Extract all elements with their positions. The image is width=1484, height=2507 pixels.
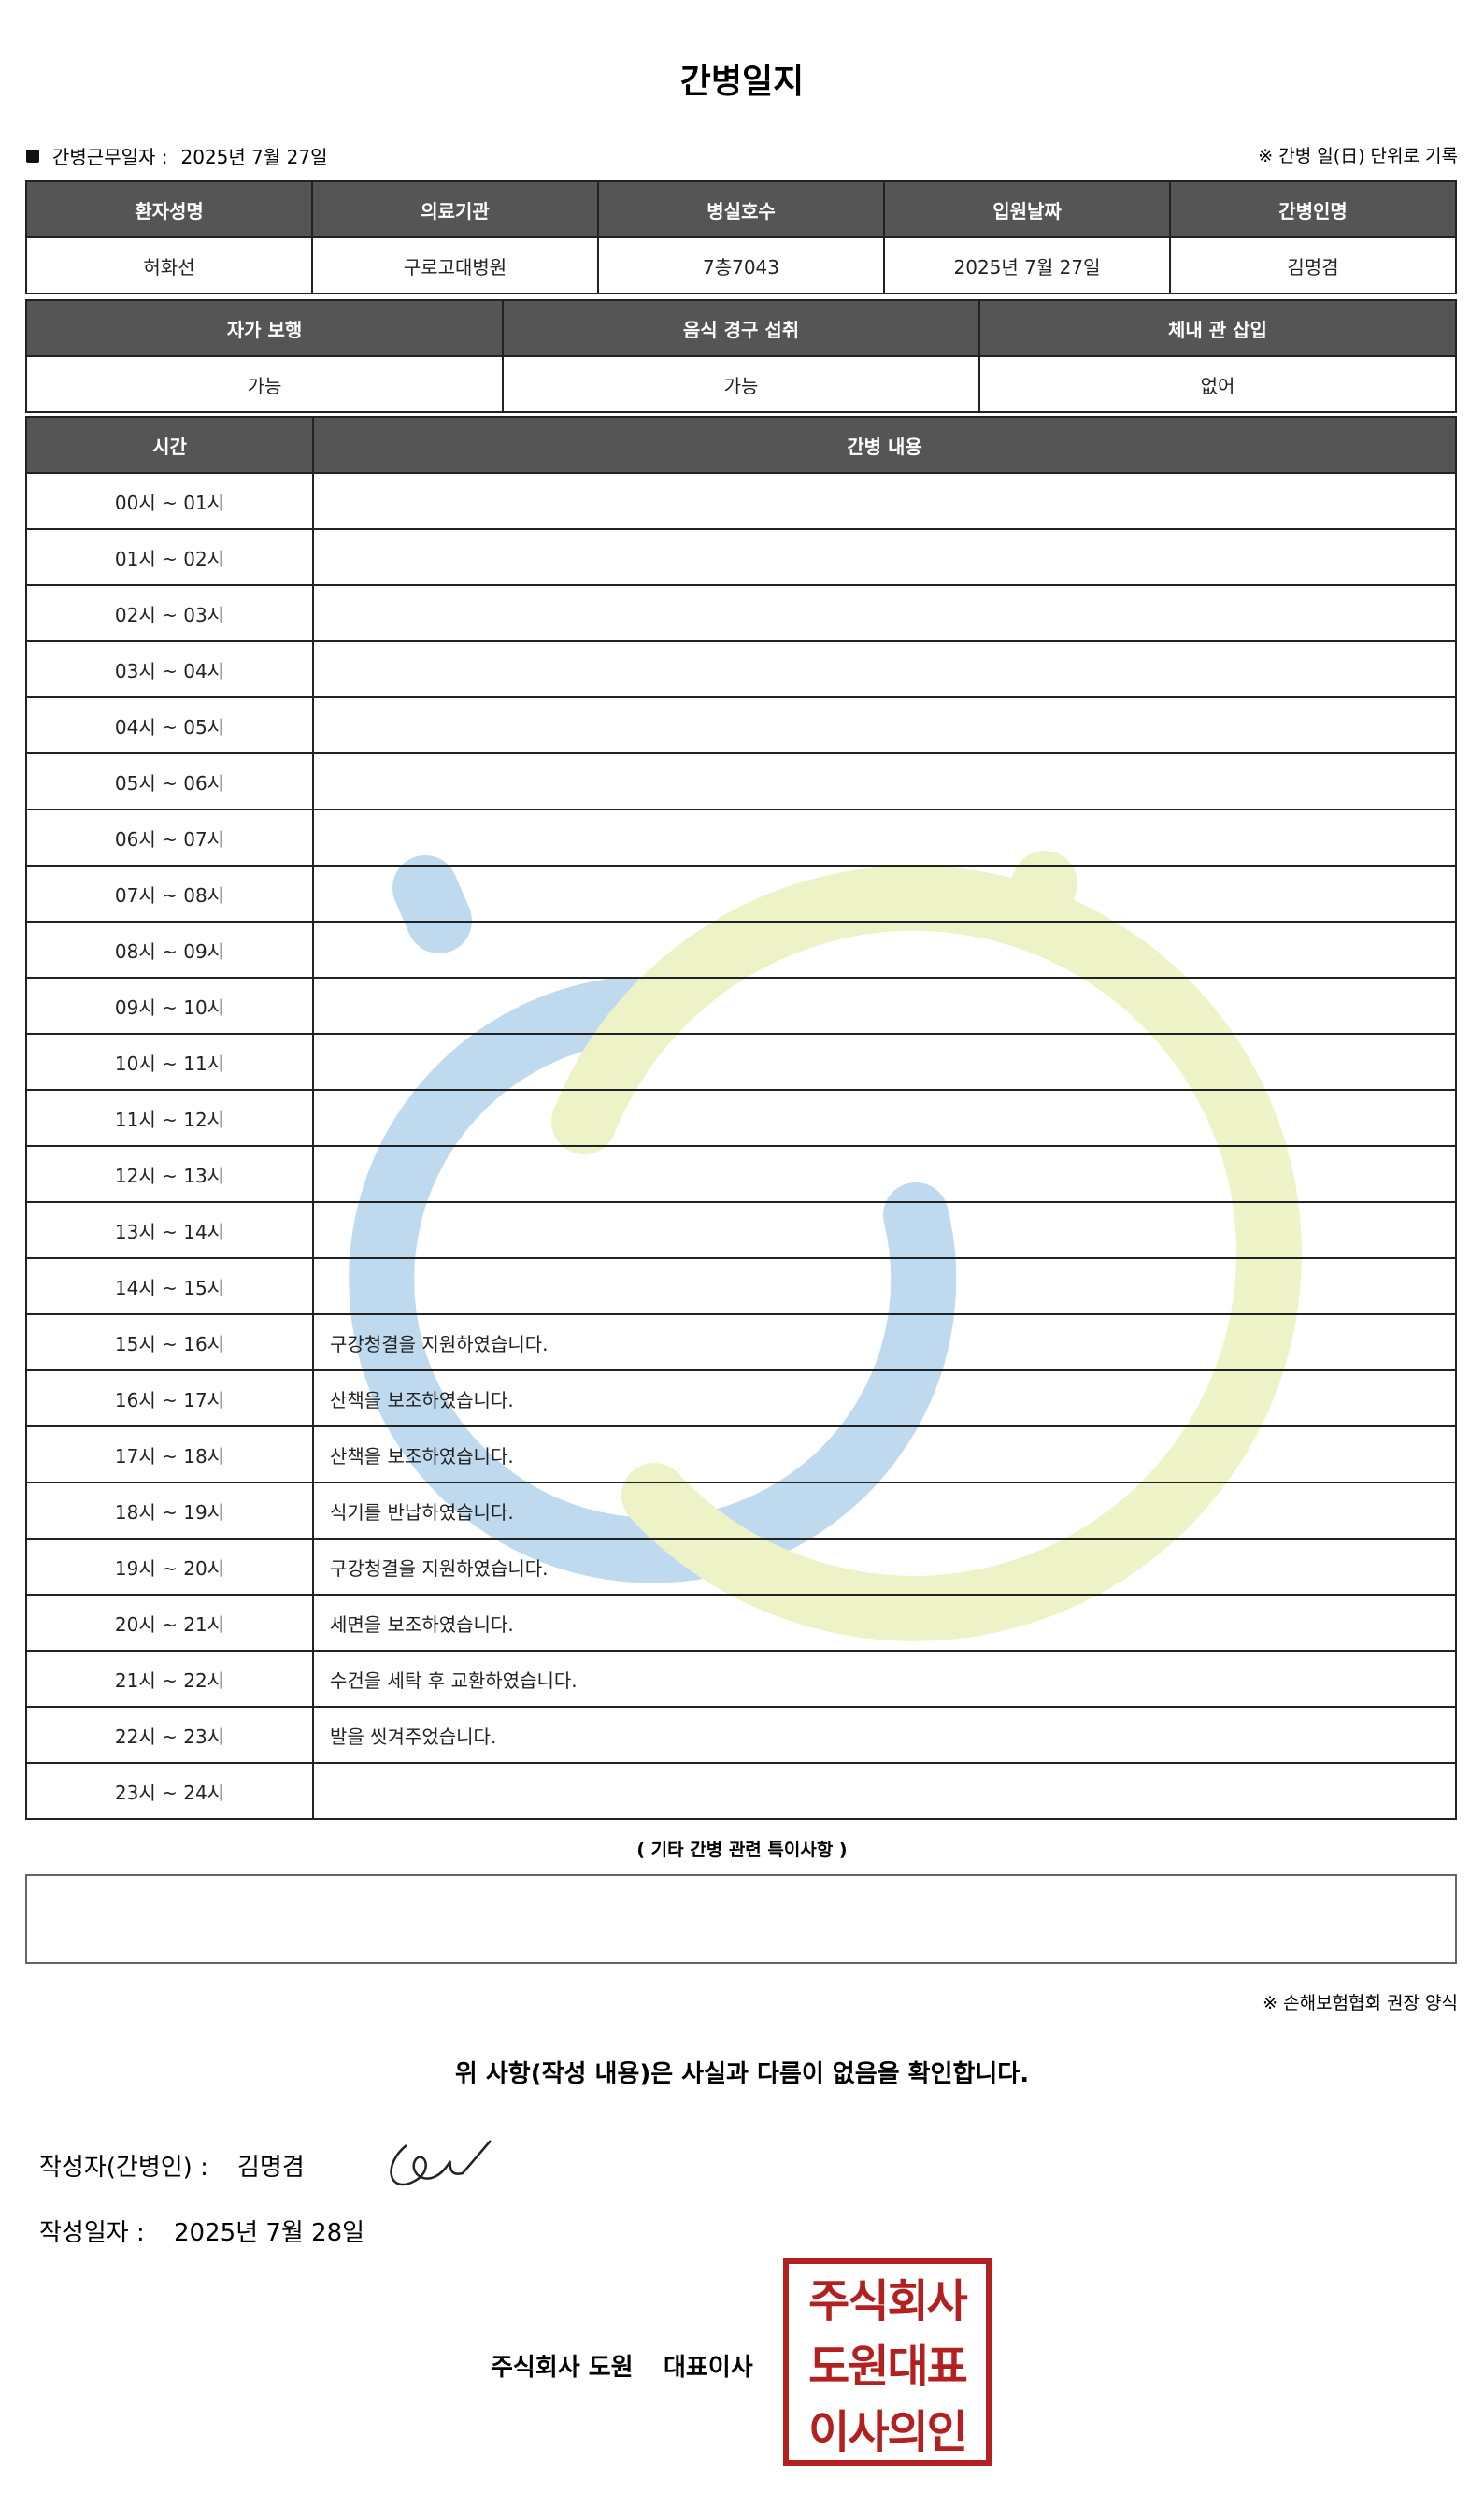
header-cell: 음식 경구 섭취 — [504, 301, 980, 357]
content-cell — [314, 867, 1457, 923]
content-cell: 산책을 보조하였습니다. — [314, 1427, 1457, 1483]
bullet — [26, 149, 39, 163]
time-cell: 14시 ~ 15시 — [27, 1259, 314, 1315]
header-cell: 자가 보행 — [27, 301, 504, 357]
time-cell: 22시 ~ 23시 — [27, 1708, 314, 1764]
time-cell: 09시 ~ 10시 — [27, 979, 314, 1035]
value-cell: 2025년 7월 27일 — [885, 238, 1171, 294]
writer-name: 김명겸 — [237, 2154, 305, 2182]
content-cell — [314, 1764, 1457, 1820]
footnote: ※ 손해보험협회 권장 양식 — [1263, 1993, 1458, 2013]
value-cell: 허화선 — [27, 238, 313, 294]
time-cell: 11시 ~ 12시 — [27, 1091, 314, 1147]
written-date-value: 2025년 7월 28일 — [174, 2219, 365, 2247]
time-cell: 07시 ~ 08시 — [27, 867, 314, 923]
title: 간병일지 — [679, 63, 805, 101]
signature — [390, 2140, 492, 2186]
time-cell: 08시 ~ 09시 — [27, 923, 314, 979]
content-cell — [314, 979, 1457, 1035]
content-cell — [314, 1203, 1457, 1259]
note: ※ 간병 일(日) 단위로 기록 — [1258, 146, 1458, 166]
time-cell: 16시 ~ 17시 — [27, 1371, 314, 1427]
time-cell: 04시 ~ 05시 — [27, 698, 314, 754]
stamp-line: 주식회사 — [808, 2275, 968, 2328]
content-cell — [314, 810, 1457, 867]
value-cell: 구로고대병원 — [313, 238, 599, 294]
time-cell: 13시 ~ 14시 — [27, 1203, 314, 1259]
company-name: 주식회사 도원 — [491, 2354, 634, 2382]
content-cell — [314, 1091, 1457, 1147]
content-cell — [314, 1147, 1457, 1203]
time-cell: 17시 ~ 18시 — [27, 1427, 314, 1483]
time-cell: 12시 ~ 13시 — [27, 1147, 314, 1203]
special-notes-box — [25, 1874, 1457, 1964]
work-date-value: 2025년 7월 27일 — [180, 146, 328, 168]
confirmation: 위 사항(작성 내용)은 사실과 다름이 없음을 확인합니다. — [454, 2060, 1030, 2088]
time-cell: 19시 ~ 20시 — [27, 1540, 314, 1596]
stamp-line: 이사의인 — [808, 2406, 968, 2458]
content-cell — [314, 1259, 1457, 1315]
value-cell: 가능 — [504, 357, 980, 413]
value-cell: 김명겸 — [1171, 238, 1457, 294]
content-cell — [314, 586, 1457, 642]
content-cell — [314, 698, 1457, 754]
content-cell — [314, 923, 1457, 979]
status-table: 자가 보행 음식 경구 섭취 체내 관 삽입 가능 가능 없어 — [25, 299, 1457, 413]
content-cell: 발을 씻겨주었습니다. — [314, 1708, 1457, 1764]
header-cell: 체내 관 삽입 — [980, 301, 1457, 357]
work-date: 간병근무일자 : 2025년 7월 27일 — [26, 142, 328, 169]
content-cell — [314, 530, 1457, 586]
time-cell: 23시 ~ 24시 — [27, 1764, 314, 1820]
time-cell: 02시 ~ 03시 — [27, 586, 314, 642]
written-date-label: 작성일자 : — [39, 2219, 145, 2247]
company-role: 대표이사 — [664, 2354, 753, 2382]
log-table: 시간 간병 내용 00시 ~ 01시 01시 ~ 02시 02시 ~ 03시 03시 ~ … — [25, 416, 1457, 1820]
stamp-line: 도원대표 — [808, 2341, 968, 2393]
time-cell: 06시 ~ 07시 — [27, 810, 314, 867]
time-cell: 00시 ~ 01시 — [27, 474, 314, 530]
time-cell: 20시 ~ 21시 — [27, 1596, 314, 1652]
content-cell — [314, 754, 1457, 810]
time-cell: 01시 ~ 02시 — [27, 530, 314, 586]
time-cell: 21시 ~ 22시 — [27, 1652, 314, 1708]
content-cell: 구강청결을 지원하였습니다. — [314, 1315, 1457, 1371]
header-cell: 병실호수 — [599, 182, 885, 238]
value-cell: 7층7043 — [599, 238, 885, 294]
content-cell: 수건을 세탁 후 교환하였습니다. — [314, 1652, 1457, 1708]
header-cell: 의료기관 — [313, 182, 599, 238]
content-cell: 구강청결을 지원하였습니다. — [314, 1540, 1457, 1596]
content-cell: 산책을 보조하였습니다. — [314, 1371, 1457, 1427]
content-cell: 식기를 반납하였습니다. — [314, 1483, 1457, 1540]
special-notes-label: ( 기타 간병 관련 특이사항 ) — [636, 1840, 848, 1860]
writer-label: 작성자(간병인) : — [39, 2154, 208, 2182]
header-cell: 시간 — [27, 418, 314, 474]
work-date-label: 간병근무일자 : — [52, 146, 168, 168]
header-cell: 간병 내용 — [314, 418, 1457, 474]
content-cell — [314, 642, 1457, 698]
time-cell: 15시 ~ 16시 — [27, 1315, 314, 1371]
time-cell: 03시 ~ 04시 — [27, 642, 314, 698]
value-cell: 가능 — [27, 357, 504, 413]
time-cell: 10시 ~ 11시 — [27, 1035, 314, 1091]
content-cell — [314, 1035, 1457, 1091]
content-cell — [314, 474, 1457, 530]
header-cell: 간병인명 — [1171, 182, 1457, 238]
content-cell: 세면을 보조하였습니다. — [314, 1596, 1457, 1652]
value-cell: 없어 — [980, 357, 1457, 413]
header-cell: 환자성명 — [27, 182, 313, 238]
header-cell: 입원날짜 — [885, 182, 1171, 238]
time-cell: 05시 ~ 06시 — [27, 754, 314, 810]
time-cell: 18시 ~ 19시 — [27, 1483, 314, 1540]
